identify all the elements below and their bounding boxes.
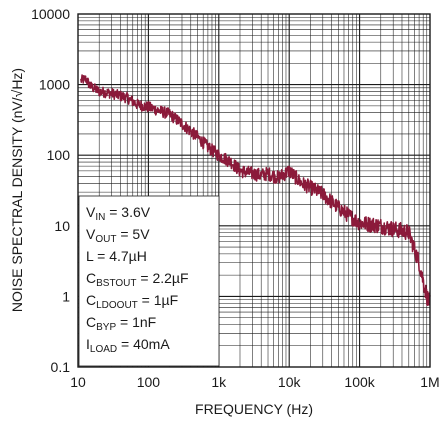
x-tick-label: 1M: [420, 374, 439, 390]
legend-box: VIN = 3.6V VOUT = 5V L = 4.7µH CBSTOUT = 2.…: [78, 195, 220, 367]
y-tick-label: 0.1: [51, 359, 71, 375]
y-tick-label: 10: [54, 218, 70, 234]
y-tick-label: 1000: [39, 77, 70, 93]
legend-line: ILOAD = 40mA: [86, 336, 170, 355]
x-axis-title: FREQUENCY (Hz): [195, 401, 313, 417]
x-tick-label: 10k: [278, 374, 302, 390]
x-tick-label: 1k: [211, 374, 227, 390]
legend-background: [78, 195, 220, 367]
x-tick-label: 10: [70, 374, 86, 390]
legend-line: L = 4.7µH: [86, 248, 147, 264]
series-layer: [80, 74, 431, 306]
y-tick-labels: 0.1 1 10 100 1000 10000: [31, 6, 70, 375]
legend-line: CLDOOUT = 1µF: [86, 292, 178, 311]
series-line-0: [80, 74, 431, 306]
x-tick-label: 100k: [344, 374, 375, 390]
plot-frame: [77, 13, 431, 368]
legend-line: CBSTOUT = 2.2µF: [86, 270, 189, 289]
y-tick-label: 100: [47, 147, 71, 163]
legend-line: VIN = 3.6V: [86, 204, 151, 223]
y-axis-title: NOISE SPECTRAL DENSITY (nV/√Hz): [9, 68, 25, 312]
y-tick-label: 10000: [31, 6, 70, 22]
x-tick-label: 100: [137, 374, 161, 390]
x-tick-labels: 10 100 1k 10k 100k 1M: [70, 374, 440, 390]
legend-line: CBYP = 1nF: [86, 314, 156, 333]
y-tick-label: 1: [62, 288, 70, 304]
legend-line: VOUT = 5V: [86, 226, 150, 245]
